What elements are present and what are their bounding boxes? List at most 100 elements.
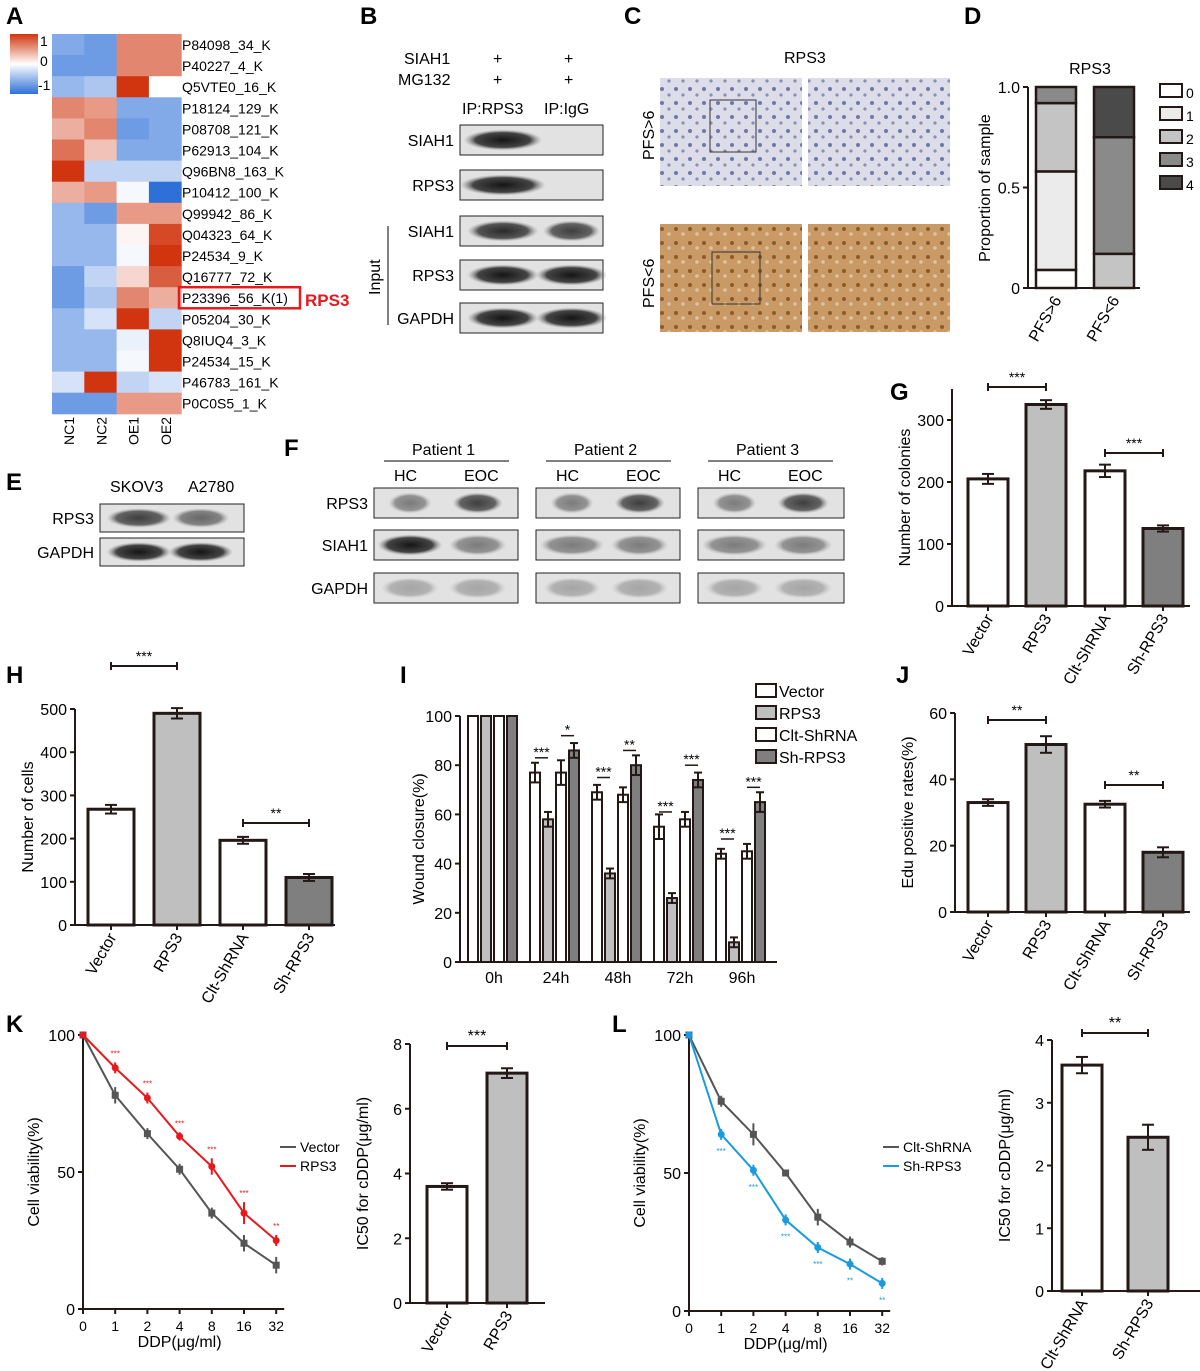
heatmap-cell xyxy=(116,329,150,351)
x-axis-label: DDP(μg/ml) xyxy=(744,1336,828,1353)
y-tick-label: 4 xyxy=(393,1167,402,1184)
significance-marker: *** xyxy=(745,773,762,789)
significance-marker: ** xyxy=(1109,1015,1121,1032)
column-label: NC2 xyxy=(93,417,109,445)
label-eoc: EOC xyxy=(626,468,661,485)
significance-marker: *** xyxy=(595,764,612,780)
protein-band xyxy=(535,307,608,329)
protein-band xyxy=(106,542,172,562)
y-tick-label: 400 xyxy=(40,745,67,762)
y-axis-label: Number of colonies xyxy=(897,429,914,567)
protein-band xyxy=(542,220,601,242)
data-point xyxy=(111,1091,119,1099)
x-tick-label: 96h xyxy=(729,970,756,987)
heatmap-cell xyxy=(84,266,118,288)
bar xyxy=(1141,527,1185,608)
y-tick-label: 20 xyxy=(434,906,452,923)
heatmap-cell xyxy=(148,266,182,288)
panel-label-l: L xyxy=(612,1011,627,1038)
bar xyxy=(666,897,678,963)
zoom-box xyxy=(711,251,761,305)
y-tick-label: 200 xyxy=(917,475,944,492)
data-point xyxy=(208,1209,216,1217)
highlight-label: RPS3 xyxy=(305,291,349,310)
heatmap-cell xyxy=(52,76,85,98)
heatmap-cell xyxy=(116,97,150,119)
significance-marker: *** xyxy=(1009,369,1026,385)
label-a2780: A2780 xyxy=(188,479,234,496)
significance-marker: *** xyxy=(111,1049,120,1058)
protein-band xyxy=(172,508,230,528)
x-tick-label: Clt-ShRNA xyxy=(1038,1296,1092,1371)
heatmap-cell xyxy=(84,160,118,183)
bar xyxy=(604,872,616,963)
heatmap-cell xyxy=(84,34,118,56)
band-label: SIAH1 xyxy=(408,133,454,150)
heatmap-cell xyxy=(52,34,85,56)
heatmap-cell xyxy=(116,76,150,98)
x-tick-label: RPS3 xyxy=(151,930,187,975)
protein-band xyxy=(168,542,234,562)
series-line xyxy=(82,1034,277,1266)
y-axis-label: Proportion of sample xyxy=(977,114,994,262)
x-tick-label: 0 xyxy=(79,1318,87,1334)
bar xyxy=(630,764,642,964)
legend-label: RPS3 xyxy=(779,706,821,723)
x-tick-label: 4 xyxy=(782,1320,790,1336)
heatmap-cell xyxy=(52,223,85,246)
protein-band xyxy=(377,534,443,556)
band-label: SIAH1 xyxy=(322,538,368,555)
heatmap-cell xyxy=(84,223,118,246)
heatmap-cell xyxy=(148,34,182,56)
label-eoc: EOC xyxy=(788,468,823,485)
heatmap-cell xyxy=(116,34,150,56)
significance-marker: *** xyxy=(239,1189,248,1198)
heatmap-cell xyxy=(148,118,182,140)
bar xyxy=(966,801,1010,914)
heatmap-cell xyxy=(116,139,150,162)
y-tick-label: 300 xyxy=(917,413,944,430)
legend-swatch xyxy=(1159,175,1183,190)
legend-swatch xyxy=(1159,129,1183,144)
heatmap-cell xyxy=(52,181,85,204)
x-tick-label: Clt-ShRNA xyxy=(1061,611,1115,688)
heatmap-cell xyxy=(52,308,85,330)
y-tick-label: 0 xyxy=(66,1302,75,1319)
legend-label: 3 xyxy=(1186,154,1194,170)
heatmap-cell xyxy=(52,371,85,394)
heatmap-cell xyxy=(84,118,118,140)
patient-label: Patient 2 xyxy=(574,442,637,459)
heatmap-cell xyxy=(52,160,85,183)
data-point xyxy=(782,1169,790,1177)
protein-band xyxy=(701,534,768,556)
heatmap-cell xyxy=(116,371,150,394)
heatmap-cell xyxy=(52,329,85,351)
heatmap-cell xyxy=(84,202,118,225)
x-tick-label: 16 xyxy=(842,1320,858,1336)
band-label: GAPDH xyxy=(37,545,94,562)
protein-band xyxy=(550,492,594,514)
stacked-segment xyxy=(1034,85,1078,105)
patient-label: Patient 1 xyxy=(412,442,475,459)
protein-band xyxy=(106,508,172,528)
bar xyxy=(653,825,665,964)
protein-band xyxy=(543,577,601,599)
legend-label: 1 xyxy=(1186,108,1194,124)
heatmap-cell xyxy=(148,76,182,98)
band-label: RPS3 xyxy=(52,511,94,528)
bar xyxy=(692,778,704,964)
significance-marker: *** xyxy=(749,1183,758,1192)
chart-j: 0 20 40 60 Edu positive rates(%) Vector RPS3 Cl… xyxy=(900,702,1190,994)
data-point xyxy=(685,1031,693,1039)
legend-label: Vector xyxy=(779,684,825,701)
significance-marker: ** xyxy=(271,805,282,821)
bar xyxy=(480,715,492,963)
color-scale xyxy=(10,34,38,94)
stacked-segment xyxy=(1034,170,1078,272)
y-tick-label: 60 xyxy=(434,807,452,824)
band-label: GAPDH xyxy=(311,581,368,598)
y-tick-label: 1 xyxy=(1035,1221,1044,1238)
y-tick-label: 3 xyxy=(1035,1096,1044,1113)
bar xyxy=(617,793,629,963)
